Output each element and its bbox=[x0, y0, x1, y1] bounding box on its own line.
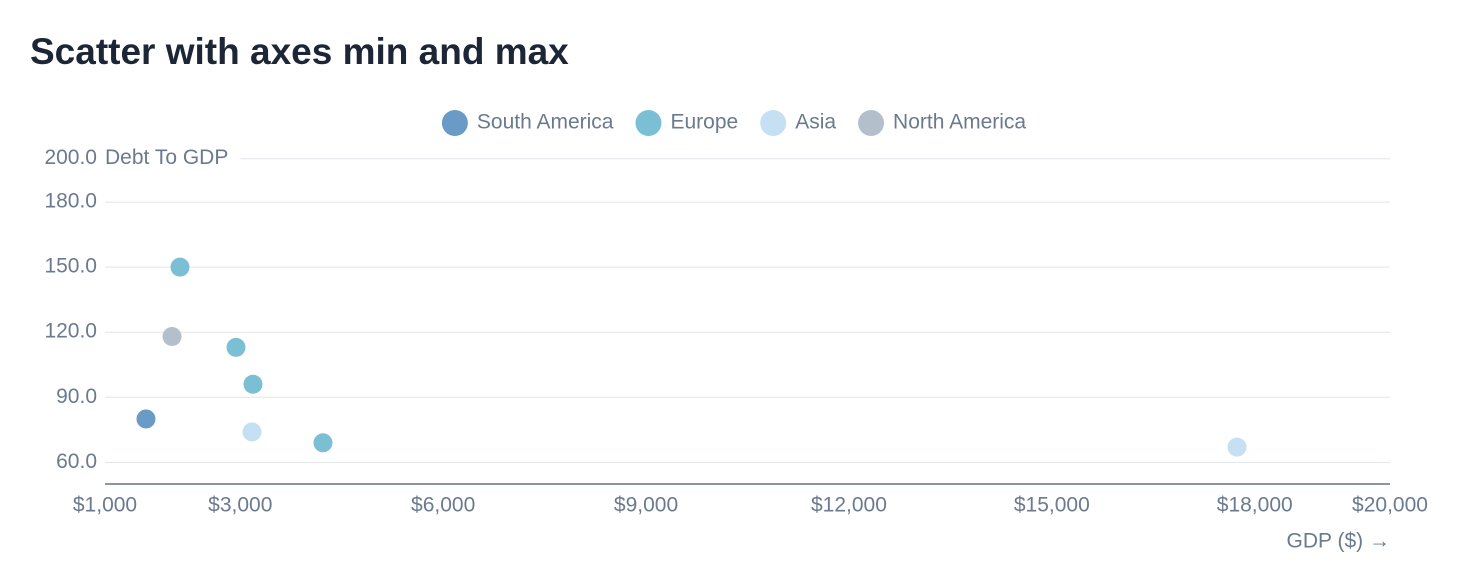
legend-marker bbox=[760, 110, 787, 136]
point bbox=[242, 422, 262, 442]
legend: South America Europe Asia North America bbox=[441, 110, 1026, 136]
point bbox=[162, 327, 182, 347]
x-tick-label: $1,000 bbox=[73, 494, 137, 517]
x-tick-label: $6,000 bbox=[411, 494, 475, 517]
y-tick-label: 90.0 bbox=[56, 385, 97, 408]
y-tick-label: 150.0 bbox=[44, 255, 97, 278]
legend-marker bbox=[635, 110, 662, 136]
x-tick-label: $3,000 bbox=[208, 494, 272, 517]
x-tick-label: $12,000 bbox=[811, 494, 887, 517]
legend-label[interactable]: Asia bbox=[795, 111, 836, 134]
point bbox=[313, 433, 333, 453]
x-axis-title: GDP ($) → bbox=[1287, 530, 1390, 553]
x-tick-label: $18,000 bbox=[1217, 494, 1293, 517]
point bbox=[136, 409, 156, 429]
point bbox=[1227, 437, 1247, 457]
point bbox=[243, 374, 263, 394]
y-tick-label: 200.0 bbox=[44, 146, 97, 169]
x-tick-label: $20,000 bbox=[1352, 494, 1428, 517]
x-tick-label: $9,000 bbox=[614, 494, 678, 517]
legend-label[interactable]: Europe bbox=[670, 111, 738, 134]
legend-label[interactable]: North America bbox=[893, 111, 1026, 134]
y-tick-label: 180.0 bbox=[44, 190, 97, 213]
legend-marker bbox=[858, 110, 885, 136]
point bbox=[170, 257, 190, 277]
y-axis-title: Debt To GDP bbox=[105, 146, 228, 169]
point bbox=[226, 337, 246, 357]
y-tick-label: 120.0 bbox=[44, 320, 97, 343]
y-tick-label: 60.0 bbox=[56, 450, 97, 473]
chart-title: Scatter with axes min and max bbox=[30, 31, 569, 72]
legend-label[interactable]: South America bbox=[477, 111, 614, 134]
legend-marker bbox=[441, 110, 468, 136]
x-tick-label: $15,000 bbox=[1014, 494, 1090, 517]
